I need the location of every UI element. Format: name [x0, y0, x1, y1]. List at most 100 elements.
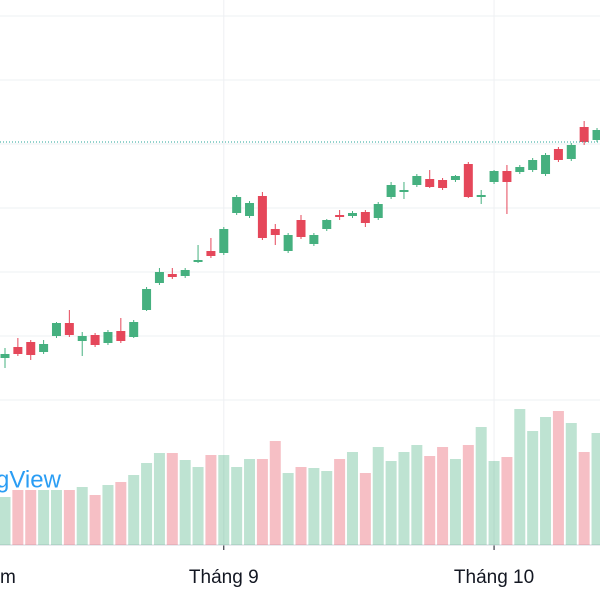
candle-body [77, 336, 87, 341]
watermark: gView [0, 466, 62, 493]
volume-bar [25, 490, 37, 545]
volume-bar [231, 467, 243, 545]
volume-bar [565, 423, 577, 545]
candle-body [309, 235, 319, 244]
volume-bar [269, 441, 281, 545]
candle-body [116, 331, 126, 341]
volume-bar [282, 473, 294, 545]
candle-body [541, 155, 551, 174]
candle-body [26, 342, 36, 355]
volume-bar [359, 473, 371, 545]
candle-body [463, 164, 473, 197]
candle-body [553, 149, 563, 160]
volume-bar [0, 497, 11, 545]
volume-bar [449, 459, 461, 545]
volume-bar [166, 453, 178, 545]
candle-body [566, 145, 576, 159]
volume-bar [321, 471, 333, 545]
candle-body [476, 195, 486, 197]
candle-body [129, 322, 139, 337]
volume-bar [398, 452, 410, 545]
x-tick-label: m [0, 567, 16, 588]
candle-body [322, 220, 332, 229]
candle-body [257, 196, 267, 238]
candle-body [270, 229, 280, 235]
candle-body [425, 179, 435, 187]
candle-body [592, 130, 600, 140]
volume-bar [591, 433, 600, 545]
candle-body [90, 335, 100, 345]
volume-bar [192, 467, 204, 545]
volume-bar [540, 417, 552, 545]
candle-body [296, 220, 306, 237]
candle-body [13, 347, 23, 354]
volume-bar [437, 447, 449, 545]
candle-body [232, 197, 242, 213]
candle-body [347, 213, 357, 216]
candle-body [180, 270, 190, 276]
candle-body [373, 204, 383, 218]
candle-body [103, 332, 113, 343]
volume-bar [76, 487, 88, 545]
volume-bar [38, 490, 50, 545]
candle-body [0, 354, 10, 358]
volume-bar [527, 431, 539, 545]
candle-body [438, 180, 448, 188]
volume-bar [501, 457, 513, 545]
volume-bar [334, 459, 346, 545]
volume-bar [424, 456, 436, 545]
candle-body [386, 185, 396, 197]
candle-body [39, 344, 49, 352]
volume-bar [205, 455, 217, 545]
volume-bar [488, 461, 500, 545]
candle-body [360, 212, 370, 223]
candle-body [515, 167, 525, 172]
candle-body [412, 176, 422, 185]
volume-bar [12, 490, 24, 545]
candle-body [219, 229, 229, 253]
volume-bar [102, 485, 114, 545]
candle-body [51, 323, 61, 336]
candle-body [502, 171, 512, 182]
volume-bar [50, 490, 62, 545]
volume-bar [385, 461, 397, 545]
volume-bar [256, 459, 268, 545]
candle-body [167, 274, 177, 277]
volume-bar [346, 452, 358, 545]
candle-body [283, 235, 293, 251]
x-tick-label: Tháng 10 [454, 567, 534, 588]
volume-bar [552, 411, 564, 545]
candle-body [399, 190, 409, 192]
volume-bar [179, 460, 191, 545]
candle-body [579, 127, 589, 142]
volume-bar [63, 490, 75, 545]
volume-bar [308, 468, 320, 545]
volume-bar [295, 467, 307, 545]
candle-body [245, 203, 255, 216]
volume-bar [578, 452, 590, 545]
volume-bar [141, 463, 153, 545]
candle-body [142, 289, 152, 310]
candle-body [206, 251, 216, 256]
volume-bar [514, 409, 526, 545]
candle-body [489, 171, 499, 182]
volume-bar [153, 453, 165, 545]
volume-bar [115, 482, 127, 545]
volume-bar [372, 447, 384, 545]
candle-body [64, 323, 74, 335]
candle-body [450, 176, 460, 180]
volume-bar [475, 427, 487, 545]
candle-body [528, 160, 538, 170]
volume-bar [128, 475, 140, 545]
volume-bar [89, 495, 101, 545]
volume-bar [411, 445, 423, 545]
candle-body [193, 260, 203, 262]
volume-bar [218, 455, 230, 545]
candle-body [154, 272, 164, 283]
candle-body [335, 215, 345, 217]
volume-bar [244, 459, 256, 545]
volume-bar [462, 445, 474, 545]
x-tick-label: Tháng 9 [189, 567, 259, 588]
